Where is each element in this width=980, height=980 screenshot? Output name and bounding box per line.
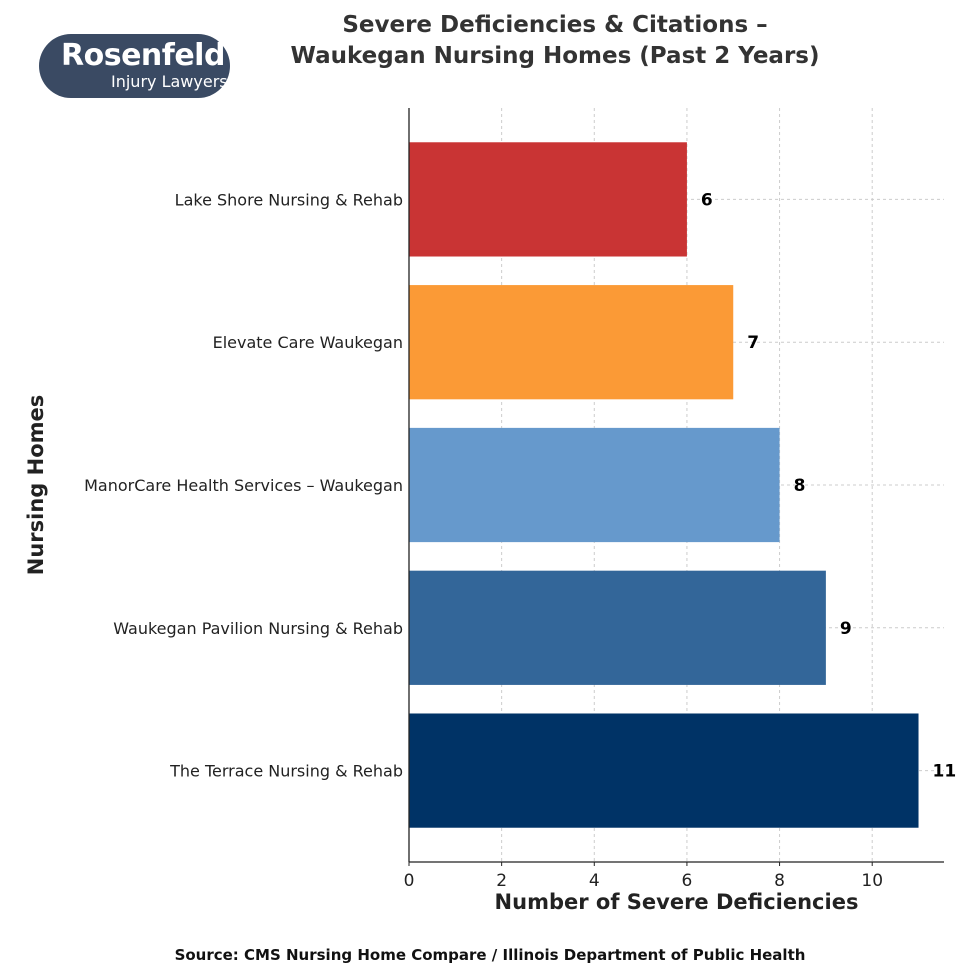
y-tick-label: Elevate Care Waukegan [213,333,403,352]
bar [409,142,687,257]
bar-value-label: 11 [933,762,957,782]
logo-tagline: Injury Lawyers [111,72,228,91]
bar [409,285,734,400]
bar-value-label: 6 [701,190,713,210]
x-tick-label: 0 [404,871,415,891]
rosenfeld-logo: Rosenfeld Injury Lawyers [39,34,230,98]
bar-value-label: 8 [794,476,806,496]
bar [409,427,780,543]
bar-value-label: 7 [747,333,759,353]
x-tick-label: 4 [589,871,600,891]
source-note: Source: CMS Nursing Home Compare / Illin… [174,946,806,964]
y-axis-title: Nursing Homes [24,395,48,576]
x-tick-label: 10 [861,871,883,891]
logo-name: Rosenfeld [61,38,225,73]
y-tick-label: Lake Shore Nursing & Rehab [175,190,403,209]
chart-title-line2: Waukegan Nursing Homes (Past 2 Years) [290,43,820,69]
bar-value-label: 9 [840,619,852,639]
x-tick-label: 6 [682,871,693,891]
y-tick-label: Waukegan Pavilion Nursing & Rehab [113,619,403,638]
y-tick-label: ManorCare Health Services – Waukegan [84,476,403,495]
bar [409,713,919,828]
bar [409,570,826,685]
x-tick-label: 8 [774,871,785,891]
x-tick-label: 2 [496,871,507,891]
chart-title: Severe Deficiencies & Citations – Waukeg… [220,10,890,72]
x-axis-title: Number of Severe Deficiencies [495,890,859,914]
y-tick-label: The Terrace Nursing & Rehab [169,762,403,781]
chart-title-line1: Severe Deficiencies & Citations – [342,12,768,38]
